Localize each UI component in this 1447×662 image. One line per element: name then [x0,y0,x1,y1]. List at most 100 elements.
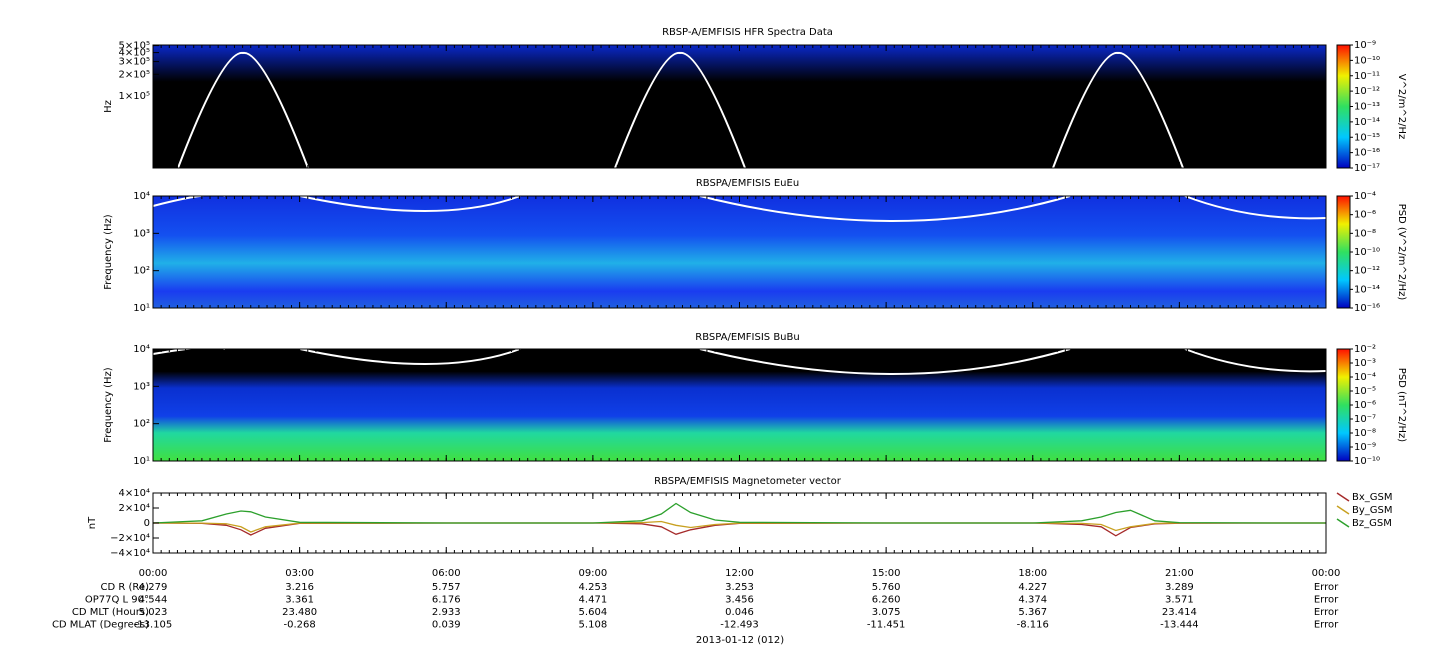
y-tick-label: 3×10⁵ [119,57,150,68]
ephemeris-value: -11.451 [867,620,906,631]
colorbar-tick-label: 10⁻¹⁰ [1354,456,1380,467]
colorbar-tick-label: 10⁻⁸ [1354,428,1376,439]
decor-curve [614,51,746,169]
y-tick-label: 10³ [133,228,150,239]
y-tick-label: 10¹ [133,303,150,314]
y-axis-label: Frequency (Hz) [103,367,114,443]
ephemeris-value: 3.075 [872,607,901,618]
y-tick-label: 1×10⁵ [119,91,150,102]
ephemeris-value: 0.039 [432,620,461,631]
ephemeris-value: 3.253 [725,582,754,593]
decor-curve [1052,51,1184,169]
ephemeris-value: 3.571 [1165,595,1194,606]
ephemeris-value: 3.216 [285,582,314,593]
legend-swatch [1336,518,1350,528]
ephemeris-value: -13.105 [134,620,173,631]
colorbar-tick-label: 10⁻¹⁵ [1354,132,1380,143]
colorbar-tick-label: 10⁻⁷ [1354,414,1376,425]
y-axis-label: nT [87,516,98,529]
y-tick-label: 4×10⁴ [119,488,150,499]
ephemeris-value: 3.361 [285,595,314,606]
colorbar-tick-label: 10⁻² [1354,344,1376,355]
ephemeris-value: Error [1314,607,1339,618]
ephemeris-value: -12.493 [720,620,759,631]
colorbar-tick-label: 10⁻¹² [1354,266,1380,277]
colorbar-tick-label: 10⁻⁴ [1354,191,1376,202]
colorbar-tick-label: 10⁻¹⁰ [1354,55,1380,66]
x-tick-label: 18:00 [1018,568,1047,579]
colorbar-tick-label: 10⁻⁹ [1354,40,1376,51]
ephemeris-label: OP77Q L 90° [85,595,149,606]
colorbar-tick-label: 10⁻⁸ [1354,228,1376,239]
decor-curve [152,346,1327,375]
date-label: 2013-01-12 (012) [696,635,784,646]
colorbar-tick-label: 10⁻¹⁶ [1354,303,1380,314]
ephemeris-value: 3.456 [725,595,754,606]
ephemeris-value: 4.544 [139,595,168,606]
y-tick-label: −2×10⁴ [110,533,150,544]
colorbar [1336,348,1351,462]
ephemeris-value: Error [1314,582,1339,593]
ephemeris-value: 4.279 [139,582,168,593]
colorbar-label: PSD (V^2/m^2/Hz) [1396,204,1407,301]
y-tick-label: 2×10⁵ [119,69,150,80]
ephemeris-value: 23.480 [282,607,317,618]
y-axis-label: Frequency (Hz) [103,214,114,290]
ephemeris-value: 4.471 [579,595,608,606]
y-tick-label: 10¹ [133,456,150,467]
spectrogram-image [153,349,1326,461]
decor-curve [177,51,309,169]
colorbar-tick-label: 10⁻⁵ [1354,386,1376,397]
x-tick-label: 09:00 [578,568,607,579]
colorbar-tick-label: 10⁻⁹ [1354,442,1376,453]
legend-label: By_GSM [1352,505,1393,516]
ephemeris-label: CD MLT (Hours) [72,607,149,618]
x-tick-label: 00:00 [139,568,168,579]
y-axis-label: Hz [103,100,114,113]
panel-title: RBSPA/EMFISIS EuEu [696,178,799,189]
ephemeris-value: Error [1314,595,1339,606]
legend-swatch [1336,492,1350,502]
ephemeris-value: 5.367 [1018,607,1047,618]
colorbar-tick-label: 10⁻³ [1354,358,1376,369]
series-line [152,520,1326,533]
spectrogram-image [153,45,1326,168]
colorbar-tick-label: 10⁻¹² [1354,86,1380,97]
ephemeris-value: -13.444 [1160,620,1199,631]
legend-label: Bz_GSM [1352,518,1392,529]
colorbar-tick-label: 10⁻¹⁶ [1354,148,1380,159]
ephemeris-value: 6.260 [872,595,901,606]
y-tick-label: 5×10⁵ [119,41,150,52]
ephemeris-value: 5.023 [139,607,168,618]
colorbar-tick-label: 10⁻¹⁴ [1354,284,1380,295]
ephemeris-value: 23.414 [1162,607,1197,618]
series-line [152,522,1326,537]
x-tick-label: 06:00 [432,568,461,579]
x-tick-label: 15:00 [872,568,901,579]
panel-title: RBSPA/EMFISIS Magnetometer vector [654,476,842,487]
ephemeris-value: 0.046 [725,607,754,618]
ephemeris-value: 2.933 [432,607,461,618]
legend-label: Bx_GSM [1352,492,1393,503]
ephemeris-value: 4.227 [1018,582,1047,593]
colorbar-tick-label: 10⁻¹¹ [1354,71,1380,82]
x-tick-label: 12:00 [725,568,754,579]
ephemeris-value: 6.176 [432,595,461,606]
ephemeris-value: 3.289 [1165,582,1194,593]
colorbar-tick-label: 10⁻⁴ [1354,372,1376,383]
ephemeris-value: Error [1314,620,1339,631]
y-tick-label: 10² [133,419,150,430]
panel-title: RBSPA/EMFISIS BuBu [695,332,799,343]
colorbar [1336,195,1351,309]
panel-title: RBSP-A/EMFISIS HFR Spectra Data [662,27,833,38]
ephemeris-value: -0.268 [284,620,316,631]
y-tick-label: 10⁴ [133,344,150,355]
colorbar-label: PSD (nT^2/Hz) [1396,368,1407,442]
ephemeris-value: 5.108 [579,620,608,631]
colorbar-tick-label: 10⁻¹⁷ [1354,163,1380,174]
x-tick-label: 21:00 [1165,568,1194,579]
y-tick-label: −4×10⁴ [110,548,150,559]
y-tick-label: 4×10⁵ [119,48,150,59]
x-tick-label: 03:00 [285,568,314,579]
